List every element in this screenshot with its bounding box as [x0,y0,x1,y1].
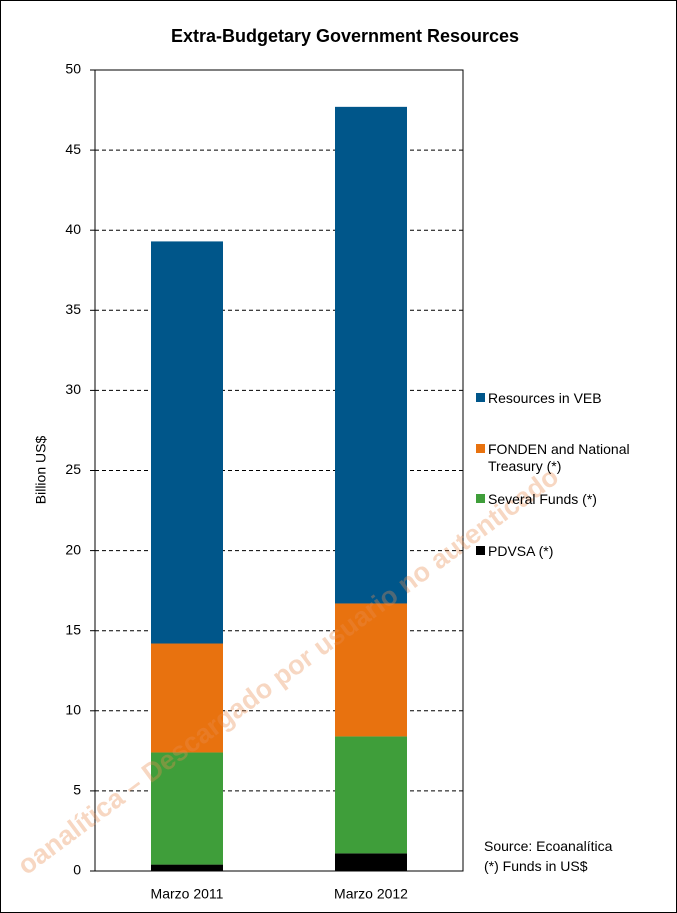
bar-segment [335,853,407,871]
plot-border [94,69,464,872]
legend-label: Several Funds (*) [488,491,597,507]
bar-segment [151,241,223,644]
bar-segment [335,106,407,604]
bar-segment [151,643,223,753]
bar-segment [335,603,407,737]
bar-segment [151,752,223,865]
y-tick-label: 45 [65,141,81,157]
y-tick-label: 25 [65,461,81,477]
legend-swatch [476,393,485,402]
y-axis-label: Billion US$ [33,436,49,505]
funds-note: (*) Funds in US$ [484,858,588,874]
y-tick-label: 30 [65,381,81,397]
legend-label: PDVSA (*) [488,543,554,559]
y-tick-label: 50 [65,61,81,77]
legend-swatch [476,494,485,503]
y-tick-label: 15 [65,621,81,637]
legend-label: Resources in VEB [488,390,602,406]
y-tick-label: 35 [65,301,81,317]
y-tick-label: 40 [65,221,81,237]
chart-title: Extra-Budgetary Government Resources [171,26,519,46]
y-tick-label: 20 [65,541,81,557]
y-tick-label: 5 [73,782,81,798]
legend-swatch [476,546,485,555]
y-tick-label: 10 [65,702,81,718]
bar-segment [335,736,407,854]
x-tick-label: Marzo 2011 [151,886,224,902]
y-tick-label: 0 [73,862,81,878]
legend-swatch [476,444,485,453]
x-tick-label: Marzo 2012 [334,886,408,902]
bar-segment [151,864,223,871]
legend-label: FONDEN and National Treasury (*) [488,441,630,474]
source-note: Source: Ecoanalítica [484,838,613,854]
